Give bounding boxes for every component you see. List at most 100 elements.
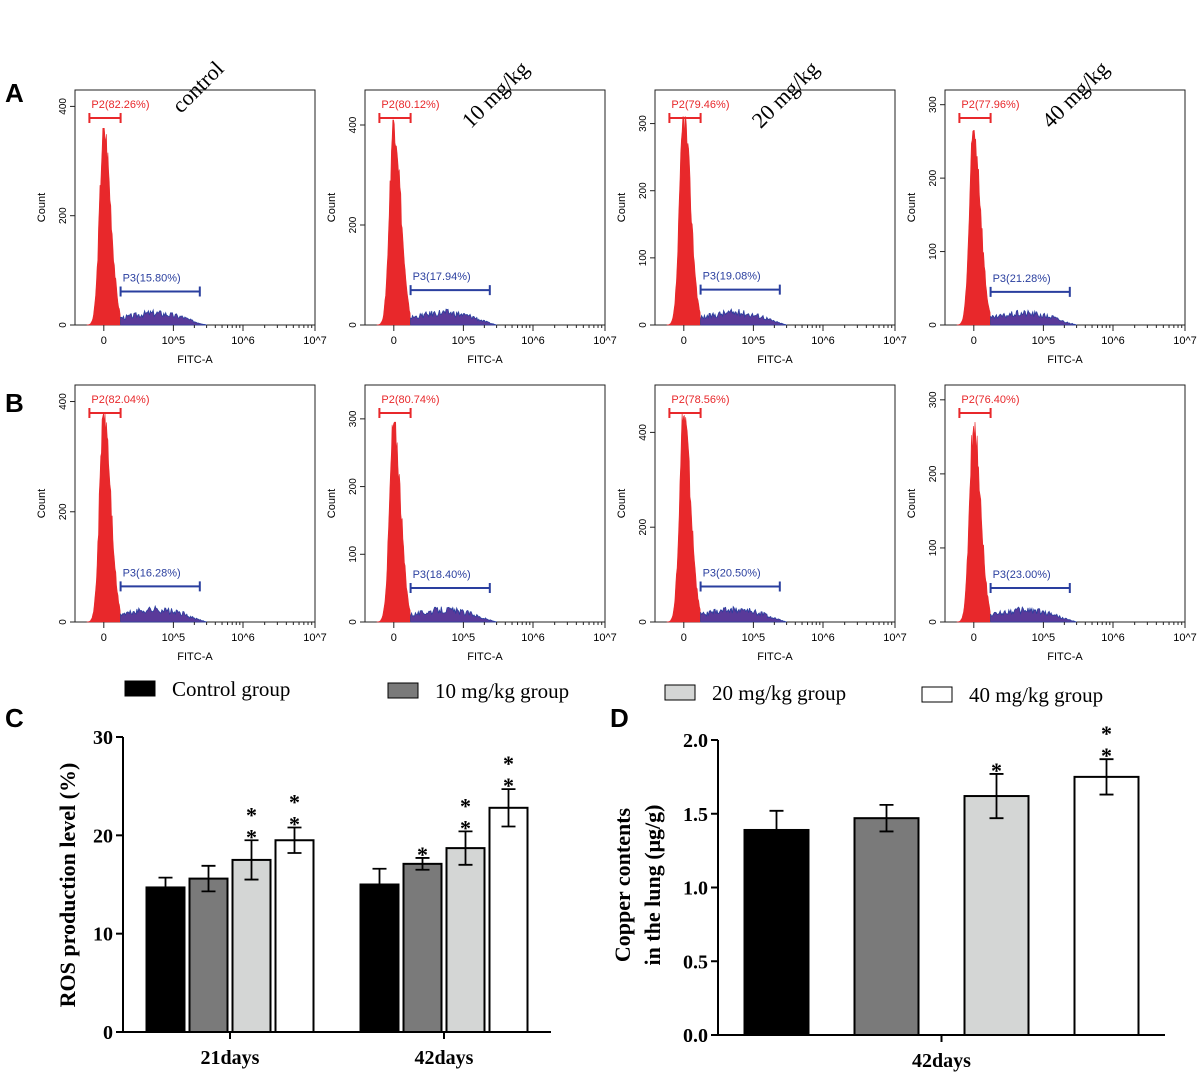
- y-axis-label: Count: [326, 489, 338, 518]
- panel-letter-A: A: [5, 78, 24, 108]
- panel-letter-B: B: [5, 388, 24, 418]
- x-tick-label: 10^5: [452, 335, 476, 347]
- error-bar: [158, 876, 173, 899]
- p3-histogram-area: [700, 605, 788, 623]
- y-axis-label: Copper contents in the lung (μg/g): [610, 805, 665, 966]
- y-tick-label: 1.0: [683, 878, 708, 900]
- error-bar: [244, 839, 259, 881]
- x-tick-label: 0: [391, 335, 397, 347]
- error-bar: [879, 804, 894, 833]
- y-axis-label-line: in the lung (μg/g): [640, 805, 665, 966]
- gate-P2: [668, 113, 702, 123]
- gate-label-P3: P3(16.28%): [123, 567, 181, 579]
- histogram-panel-B-3: P2(78.56%) P3(20.50%) 0 200 400 Count 0 10^5 10^…: [616, 384, 907, 663]
- bar: [1073, 775, 1140, 1036]
- gate-P2: [958, 113, 992, 123]
- column-header: 40 mg/kg: [1037, 56, 1114, 133]
- p2-histogram-area: [956, 130, 991, 326]
- x-tick-label: 0: [681, 335, 687, 347]
- p3-histogram-area: [990, 309, 1078, 326]
- bar: [145, 886, 186, 1034]
- y-tick-label: 0.5: [683, 951, 708, 973]
- y-tick-label: 200: [638, 182, 649, 199]
- y-tick-label: 200: [348, 216, 359, 233]
- y-tick-label: 400: [58, 393, 69, 410]
- bar: [402, 862, 443, 1033]
- x-tick-label: 10^7: [303, 632, 327, 644]
- x-tick-label: 10^5: [1032, 335, 1056, 347]
- gate-P3: [409, 583, 491, 594]
- bar: [231, 858, 272, 1034]
- gate-P3: [989, 583, 1071, 594]
- y-tick-label: 200: [58, 207, 69, 224]
- y-tick-label: 0: [348, 322, 359, 328]
- x-tick-label: 10^7: [593, 632, 617, 644]
- x-tick-label: 10^6: [1101, 632, 1125, 644]
- y-tick-label: 100: [928, 539, 939, 556]
- significance-marker: *: [417, 842, 428, 867]
- y-tick-label: 0: [103, 1022, 113, 1044]
- p2-histogram-area: [376, 119, 411, 326]
- gate-P3: [699, 581, 781, 592]
- y-axis-label: Count: [616, 489, 628, 518]
- y-tick-label: 30: [93, 727, 113, 749]
- gate-P3: [699, 284, 781, 295]
- panel-letter-D: D: [610, 703, 629, 733]
- x-tick-label: 10^5: [1032, 632, 1056, 644]
- y-axis-label: Count: [326, 193, 338, 222]
- x-tick-label: 10^5: [742, 632, 766, 644]
- x-axis-label: FITC-A: [467, 651, 503, 663]
- legend-label: Control group: [172, 677, 290, 701]
- y-tick-label: 200: [348, 478, 359, 495]
- x-tick-label: 42days: [912, 1050, 971, 1072]
- x-tick-label: 0: [681, 632, 687, 644]
- significance-marker: * *: [289, 789, 300, 836]
- bar: [188, 877, 229, 1033]
- gate-label-P2: P2(78.56%): [671, 394, 729, 406]
- gate-label-P3: P3(15.80%): [123, 273, 181, 285]
- bar: [743, 828, 810, 1036]
- gate-P2: [958, 408, 992, 418]
- y-tick-label: 0: [58, 619, 69, 625]
- x-tick-label: 10^5: [162, 632, 186, 644]
- gate-label-P2: P2(80.12%): [381, 99, 439, 111]
- bar: [488, 806, 529, 1033]
- column-header: control: [167, 56, 229, 118]
- x-axis-label: FITC-A: [1047, 651, 1083, 663]
- y-axis-label: Count: [906, 489, 918, 518]
- histogram-panel-A-4: P2(77.96%) P3(21.28%) 0 100 200 300 Count 0 10^5…: [906, 89, 1197, 366]
- x-axis-label: FITC-A: [757, 651, 793, 663]
- y-tick-label: 100: [928, 243, 939, 260]
- x-tick-label: 10^6: [811, 335, 835, 347]
- histogram-panel-A-2: P2(80.12%) P3(17.94%) 0 200 400 Count 0 10^5 10^…: [326, 89, 617, 366]
- y-axis-label: Count: [616, 193, 628, 222]
- x-axis-label: FITC-A: [757, 354, 793, 366]
- p3-histogram-area: [410, 606, 498, 623]
- gate-label-P3: P3(19.08%): [703, 271, 761, 283]
- column-header: 10 mg/kg: [457, 56, 534, 133]
- p3-histogram-area: [700, 308, 788, 326]
- x-tick-label: 10^5: [452, 632, 476, 644]
- legend-label: 40 mg/kg group: [969, 683, 1103, 707]
- error-bar: [769, 809, 784, 851]
- y-tick-label: 20: [93, 825, 113, 847]
- x-tick-label: 10^6: [811, 632, 835, 644]
- x-axis-label: FITC-A: [177, 651, 213, 663]
- bar: [963, 795, 1030, 1036]
- bar: [445, 847, 486, 1033]
- gate-P3: [119, 286, 201, 297]
- significance-marker: *: [991, 758, 1002, 783]
- significance-marker: * *: [503, 751, 514, 798]
- y-axis-label: Count: [36, 489, 48, 518]
- y-tick-label: 0: [58, 322, 69, 328]
- panel-letter-C: C: [5, 703, 24, 733]
- histogram-panel-A-3: P2(79.46%) P3(19.08%) 0 100 200 300 Count 0 10^5…: [616, 89, 907, 366]
- x-axis-label: FITC-A: [467, 354, 503, 366]
- p3-histogram-area: [410, 308, 498, 326]
- gate-P3: [119, 581, 201, 592]
- gate-label-P3: P3(23.00%): [993, 569, 1051, 581]
- x-tick-label: 10^7: [883, 632, 907, 644]
- error-bar: [501, 788, 516, 828]
- x-tick-label: 10^6: [1101, 335, 1125, 347]
